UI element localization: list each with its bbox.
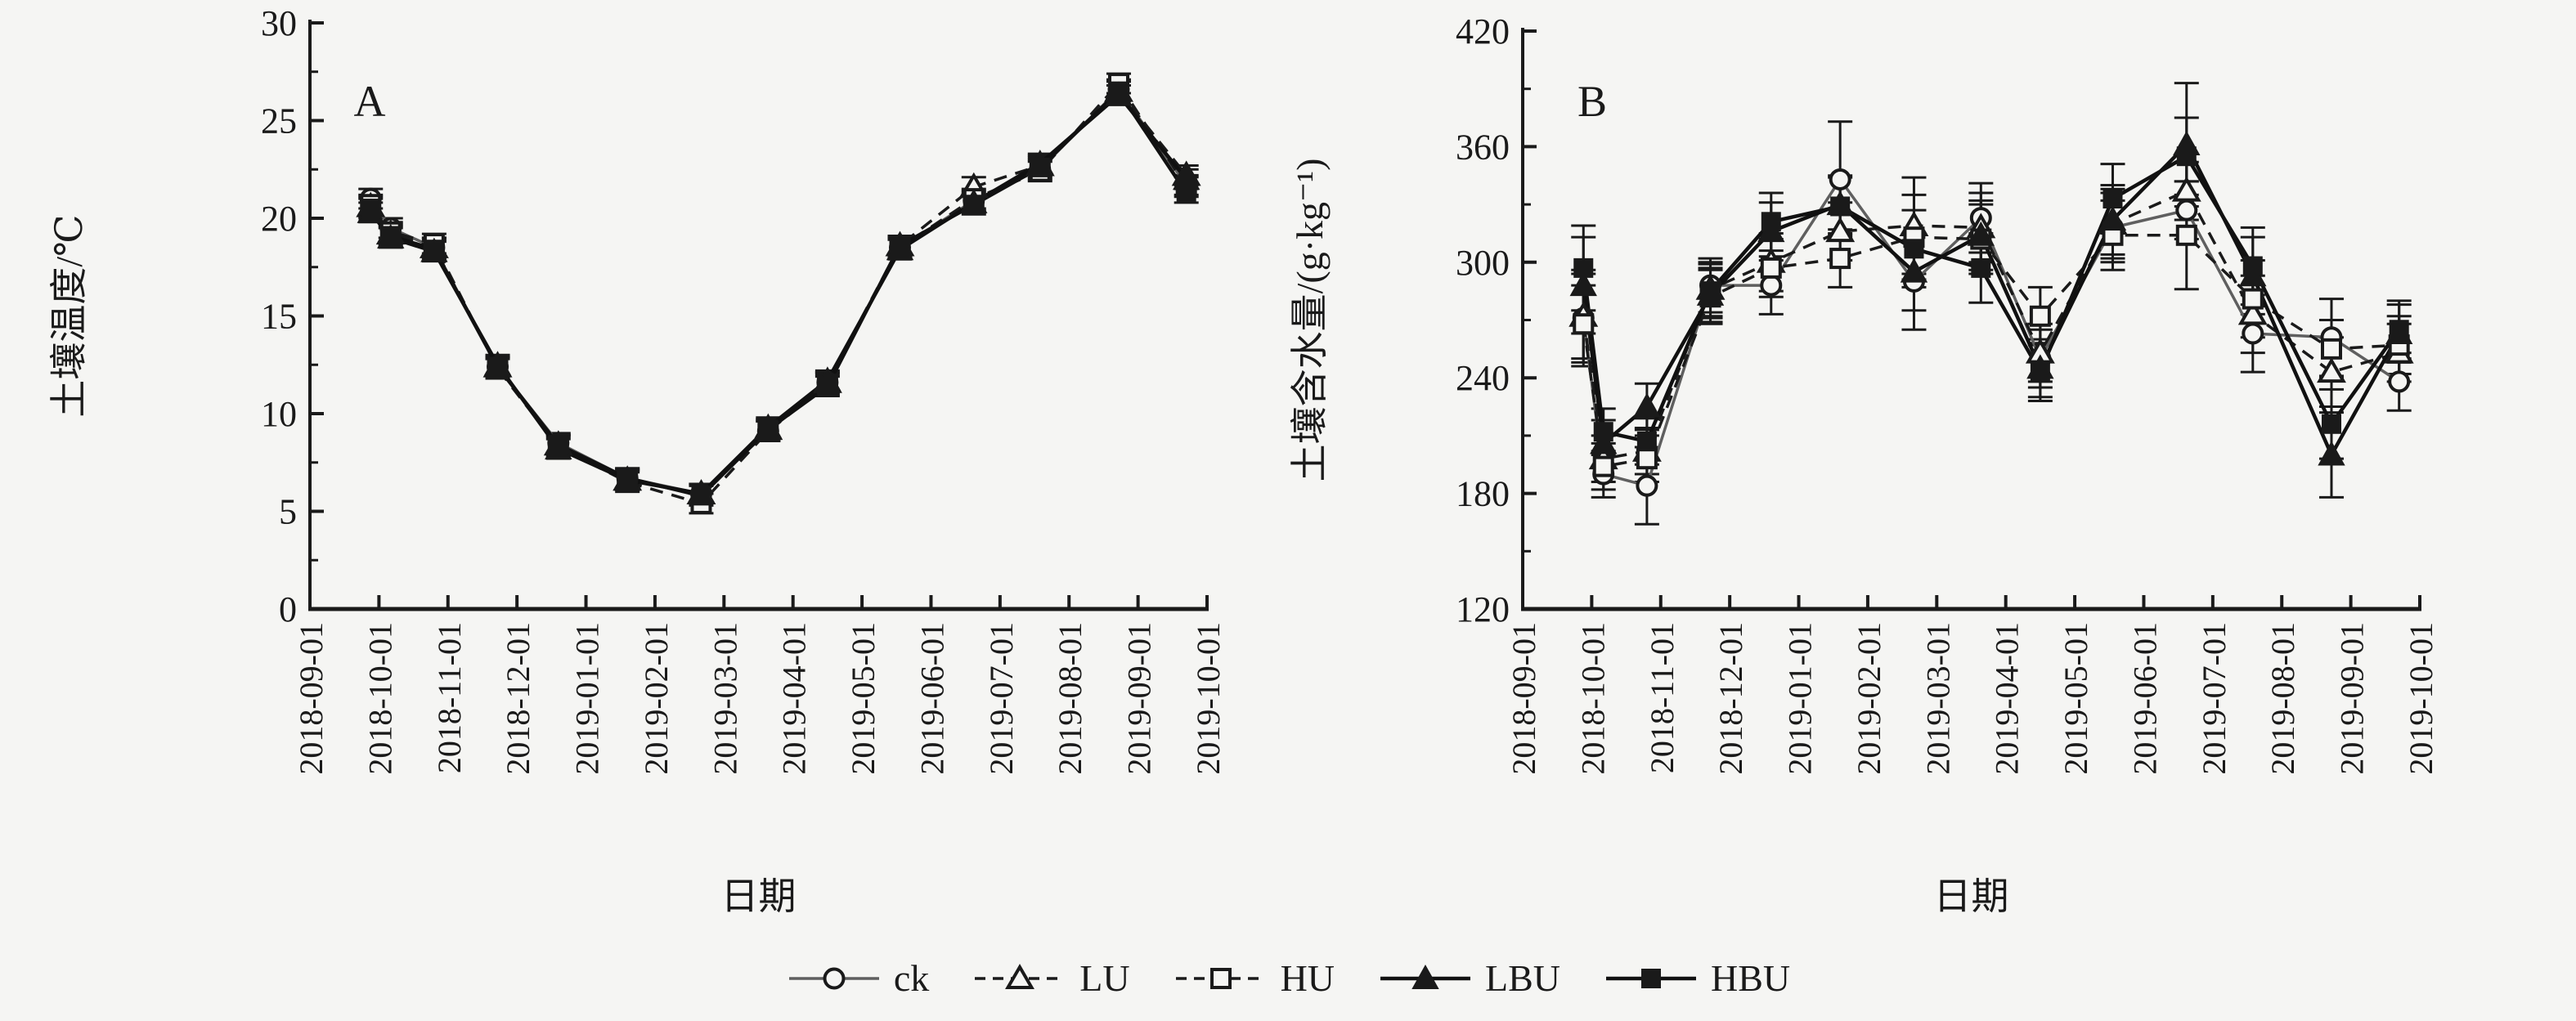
y-tick-label: 5: [279, 492, 297, 532]
x-tick-label: 2019-07-01: [2196, 622, 2233, 775]
x-tick-label: 2019-03-01: [1919, 622, 1956, 775]
x-tick-label: 2019-06-01: [913, 622, 950, 775]
y-axis: 0 5 10 15 20 25 30: [261, 3, 324, 629]
x-tick-label: 2018-11-01: [431, 622, 468, 773]
y-tick-label: 420: [1456, 11, 1510, 51]
legend-item-LBU: LBU: [1377, 960, 1560, 997]
y-tick-label: 20: [261, 199, 297, 239]
x-tick-label: 2019-01-01: [569, 622, 606, 775]
x-tick-label: 2019-06-01: [2126, 622, 2163, 775]
series-markers-HBU: [1573, 146, 2409, 451]
legend-marker-open-square: [1175, 968, 1266, 989]
x-tick-label: 2019-05-01: [845, 622, 882, 775]
series-markers-HBU: [361, 81, 1196, 506]
x-tick-label: 2018-10-01: [1574, 622, 1611, 775]
series-line-LU: [1582, 189, 2400, 460]
x-axis: 2018-09-01 2018-10-01 2018-11-01 2018-12-01…: [293, 595, 1227, 775]
x-tick-label: 2018-09-01: [1506, 622, 1542, 775]
legend-item-ck: ck: [786, 960, 929, 997]
panel-label: A: [354, 77, 386, 126]
y-tick-label: 15: [261, 297, 297, 337]
x-tick-label: 2019-09-01: [2334, 622, 2371, 775]
x-tick-label: 2019-10-01: [1190, 622, 1227, 775]
legend-item-HU: HU: [1173, 960, 1335, 997]
y-tick-label: 0: [279, 589, 297, 629]
error-bars: [358, 72, 1199, 515]
legend-item-HBU: HBU: [1603, 960, 1790, 997]
x-tick-label: 2018-10-01: [361, 622, 398, 775]
y-axis-title: 土壤含水量/(g·kg⁻¹): [1289, 159, 1331, 482]
legend-marker-filled-square: [1606, 969, 1697, 988]
x-tick-label: 2019-08-01: [2264, 622, 2301, 775]
x-tick-label: 2018-12-01: [500, 622, 536, 775]
legend-marker-open-circle: [788, 967, 879, 990]
y-tick-label: 180: [1456, 474, 1510, 514]
x-tick-label: 2019-05-01: [2058, 622, 2094, 775]
legend-label: LU: [1079, 957, 1130, 999]
y-axis-title: 土壤温度/℃: [48, 214, 90, 417]
x-tick-label: 2018-09-01: [293, 622, 330, 775]
axes: [308, 20, 1209, 611]
x-tick-label: 2019-04-01: [776, 622, 813, 775]
titles: 日期 土壤含水量/(g·kg⁻¹) B: [1289, 77, 2009, 917]
series-markers-ck: [1572, 168, 2411, 497]
legend-label: ck: [893, 957, 930, 999]
legend-label: HU: [1280, 957, 1335, 999]
legend-marker-filled-triangle: [1380, 964, 1471, 989]
y-tick-label: 10: [261, 394, 297, 434]
y-tick-label: 25: [261, 101, 297, 141]
chart-a-canvas: 0 5 10 15 20 25 30 2018-09-01 2018-10-01 2018-11-…: [48, 3, 1227, 917]
legend-label: HBU: [1711, 957, 1791, 999]
x-axis: 2018-09-01 2018-10-01 2018-11-01 2018-12-01…: [1506, 595, 2439, 775]
y-tick-label: 360: [1456, 127, 1510, 167]
y-tick-label: 240: [1456, 358, 1510, 398]
x-tick-label: 2019-02-01: [638, 622, 675, 775]
series-line-HU: [1582, 234, 2399, 468]
x-tick-label: 2019-09-01: [1121, 622, 1158, 775]
x-tick-label: 2019-03-01: [707, 622, 743, 775]
x-tick-label: 2019-08-01: [1052, 622, 1088, 775]
x-axis-title: 日期: [1934, 875, 2009, 917]
legend-label: LBU: [1485, 957, 1561, 999]
error-bars: [1571, 82, 2412, 526]
x-tick-label: 2019-04-01: [1989, 622, 2026, 775]
x-tick-label: 2018-11-01: [1644, 622, 1681, 773]
legend-marker-open-triangle: [975, 964, 1066, 989]
x-tick-label: 2019-01-01: [1782, 622, 1819, 775]
y-tick-label: 300: [1456, 243, 1510, 283]
legend-item-LU: LU: [972, 957, 1130, 999]
x-tick-label: 2019-02-01: [1851, 622, 1887, 775]
panel-label: B: [1577, 77, 1607, 126]
series-line-LBU: [1582, 142, 2401, 457]
y-tick-label: 30: [261, 3, 297, 43]
y-tick-label: 120: [1456, 589, 1510, 629]
titles: 日期 土壤温度/℃ A: [48, 77, 797, 917]
x-axis-title: 日期: [721, 875, 797, 917]
legend: ck LU HU LBU HBU: [0, 942, 2576, 1015]
x-tick-label: 2019-07-01: [983, 622, 1020, 775]
x-tick-label: 2018-12-01: [1712, 622, 1749, 775]
y-axis: 120 180 240 300 360 420: [1456, 11, 1537, 629]
x-tick-label: 2019-10-01: [2403, 622, 2439, 775]
